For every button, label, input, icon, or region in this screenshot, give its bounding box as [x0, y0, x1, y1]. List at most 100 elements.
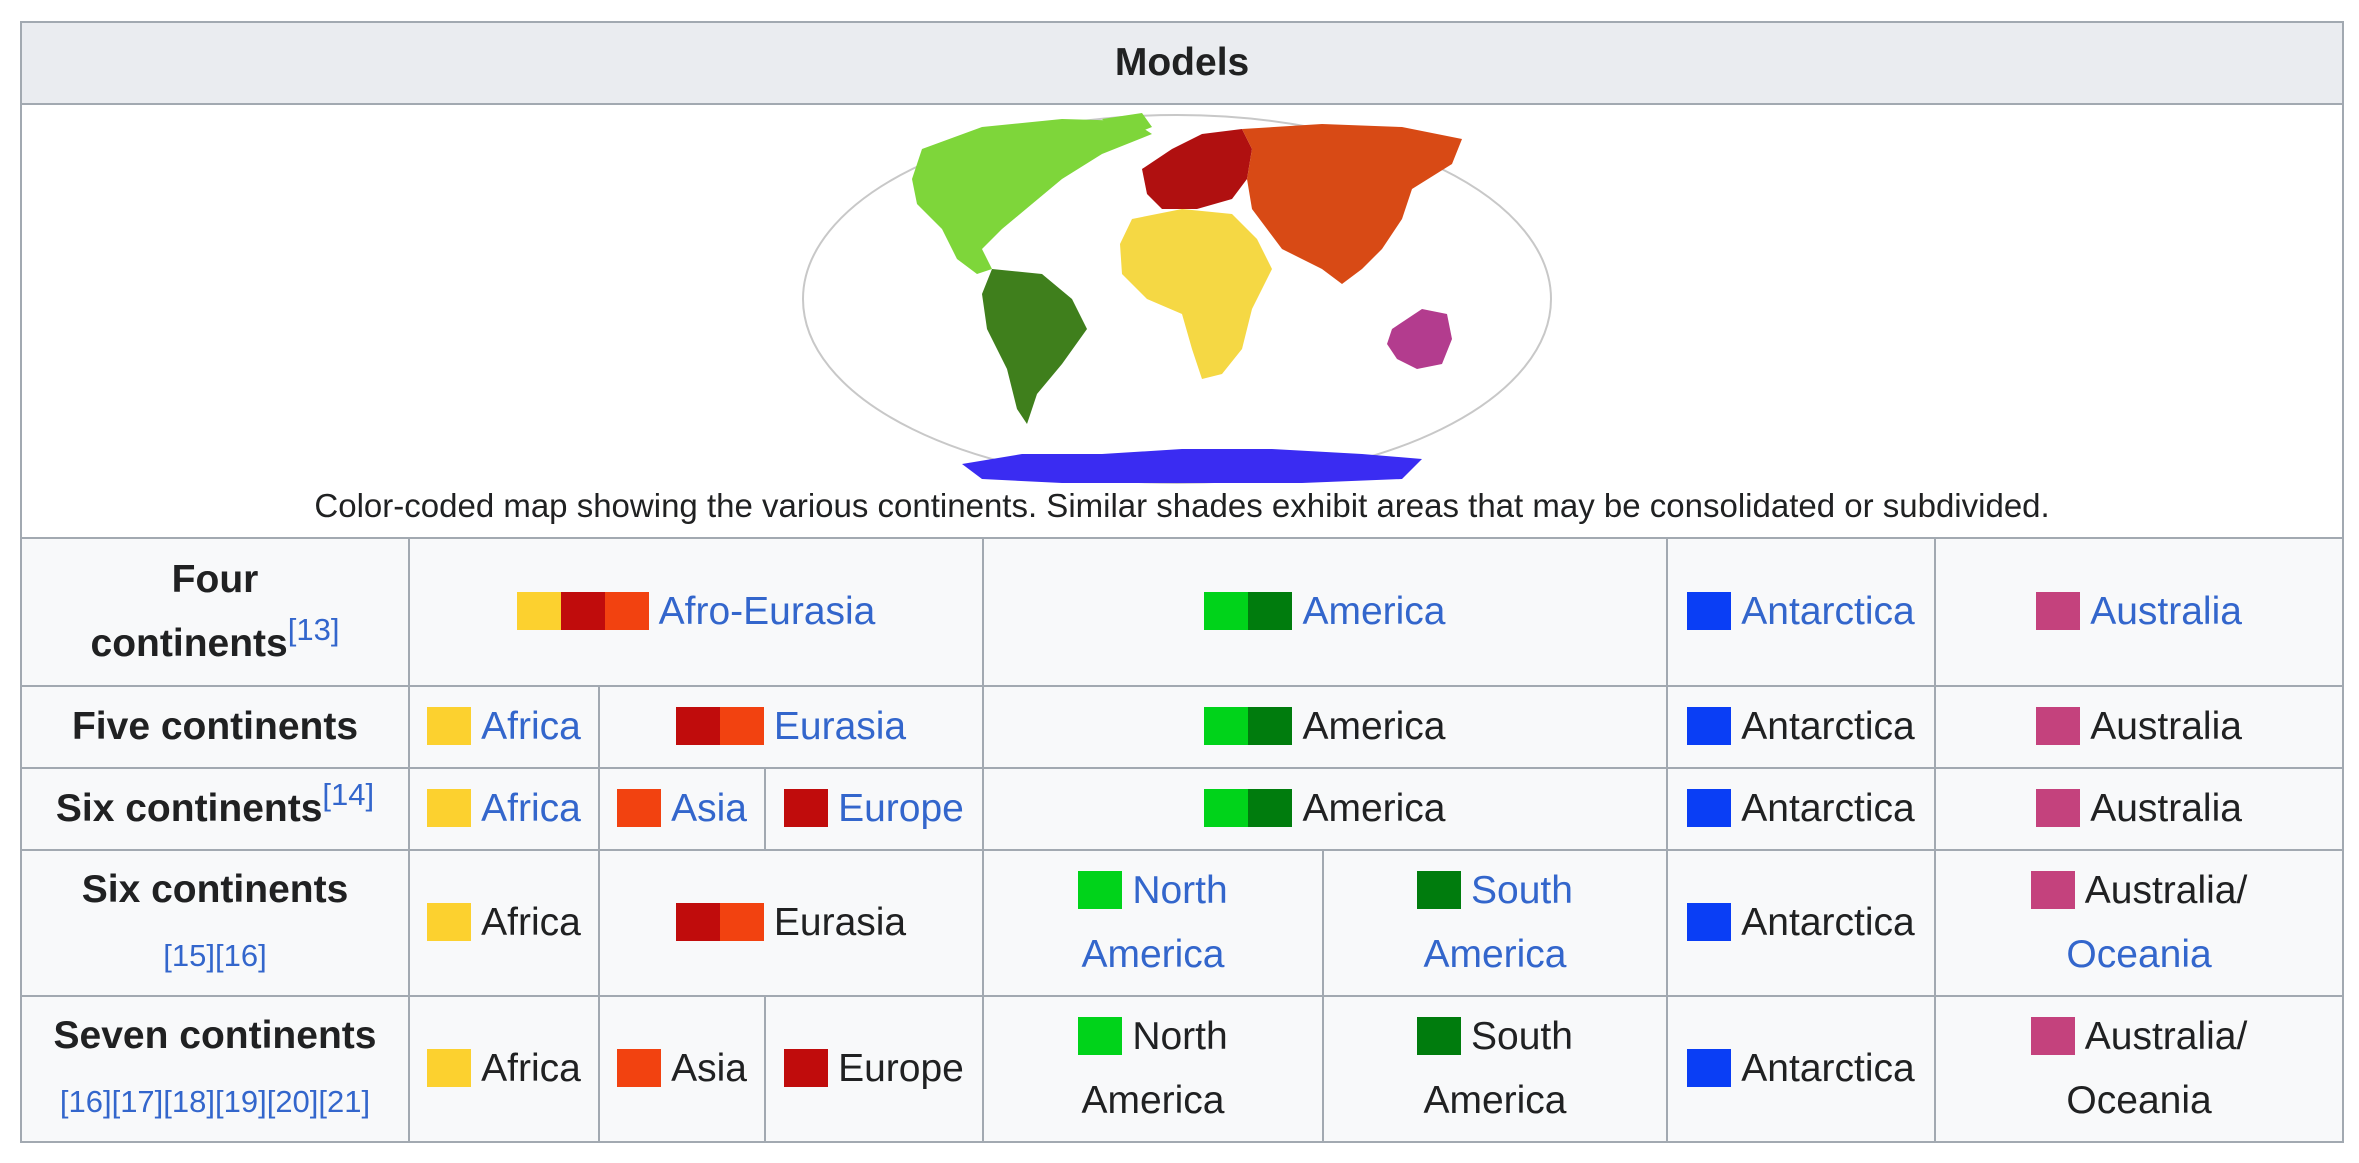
cell-north-america: North America — [982, 995, 1324, 1143]
swatch-australia — [2036, 706, 2081, 745]
swatch-europe — [560, 591, 605, 630]
swatch-south-america — [1417, 870, 1462, 909]
map-antarctica — [962, 449, 1422, 483]
row-header-four-continents: Four continents[13] — [20, 537, 410, 687]
link-south-america[interactable]: South — [1471, 869, 1573, 912]
swatch-south-america — [1248, 788, 1293, 827]
swatch-south-america — [1248, 591, 1293, 630]
swatch-north-america — [1204, 591, 1249, 630]
swatch-asia — [719, 902, 764, 941]
continents-map — [802, 113, 1552, 484]
text-australia: Australia — [2090, 705, 2242, 748]
text-north-america-line2: America — [1081, 1079, 1225, 1122]
link-asia[interactable]: Asia — [671, 787, 747, 830]
swatch-north-america — [1078, 870, 1123, 909]
swatch-australia — [2030, 1016, 2075, 1055]
continents-models-table: Models — [19, 21, 2345, 1143]
swatch-europe — [675, 902, 720, 941]
row-header-label: Six continents — [55, 787, 323, 830]
cell-eurasia: Eurasia — [598, 685, 984, 769]
text-eurasia: Eurasia — [773, 901, 907, 944]
cell-australia-oceania: Australia/Oceania — [1933, 995, 2345, 1143]
cell-europe: Europe — [764, 767, 984, 851]
swatch-europe — [784, 1048, 829, 1087]
text-africa: Africa — [481, 1047, 581, 1090]
ref-link[interactable]: [14] — [322, 777, 375, 812]
cell-antarctica: Antarctica — [1666, 767, 1936, 851]
map-south-america — [982, 269, 1087, 424]
text-antarctica: Antarctica — [1741, 787, 1915, 830]
cell-australia: Australia — [1933, 685, 2345, 769]
link-north-america[interactable]: North — [1132, 869, 1228, 912]
swatch-australia — [2036, 591, 2081, 630]
row-header-five-continents: Five continents — [20, 685, 410, 769]
cell-antarctica: Antarctica — [1666, 995, 1936, 1143]
cell-south-america: South America — [1322, 995, 1668, 1143]
link-africa[interactable]: Africa — [481, 787, 581, 830]
cell-australia: Australia — [1933, 767, 2345, 851]
cell-america: America — [982, 685, 1668, 769]
cell-asia: Asia — [598, 767, 766, 851]
text-antarctica: Antarctica — [1741, 901, 1915, 944]
swatch-north-america — [1204, 706, 1249, 745]
table-title: Models — [19, 21, 2345, 105]
swatch-north-america — [1078, 1016, 1123, 1055]
link-africa[interactable]: Africa — [481, 705, 581, 748]
link-afro-eurasia[interactable]: Afro-Eurasia — [658, 590, 876, 633]
cell-asia: Asia — [598, 995, 766, 1143]
cell-north-america: North America — [982, 849, 1324, 997]
cell-africa: Africa — [408, 685, 600, 769]
text-america: America — [1302, 787, 1446, 830]
text-oceania: Oceania — [2066, 1079, 2212, 1122]
map-greenland — [1102, 113, 1152, 139]
text-north-america: North — [1132, 1015, 1228, 1058]
cell-south-america: South America — [1322, 849, 1668, 997]
swatch-antarctica — [1687, 788, 1732, 827]
swatch-australia — [2036, 788, 2081, 827]
row-header-seven-continents: Seven continents [16][17][18][19][20][21… — [20, 995, 410, 1143]
text-africa: Africa — [481, 901, 581, 944]
row-header-line: continents — [90, 622, 288, 665]
swatch-asia — [719, 706, 764, 745]
link-antarctica[interactable]: Antarctica — [1741, 590, 1915, 633]
cell-africa: Africa — [408, 767, 600, 851]
cell-eurasia: Eurasia — [598, 849, 984, 997]
swatch-asia — [617, 788, 662, 827]
ref-link[interactable]: [13] — [287, 612, 340, 647]
link-europe[interactable]: Europe — [838, 787, 964, 830]
swatch-africa — [427, 706, 472, 745]
swatch-asia — [604, 591, 649, 630]
cell-antarctica: Antarctica — [1666, 537, 1936, 687]
map-europe — [1142, 129, 1252, 209]
link-australia[interactable]: Australia — [2090, 590, 2242, 633]
swatch-antarctica — [1687, 1048, 1732, 1087]
link-oceania[interactable]: Oceania — [2066, 933, 2212, 976]
text-antarctica: Antarctica — [1741, 705, 1915, 748]
text-australia: Australia — [2090, 787, 2242, 830]
link-eurasia[interactable]: Eurasia — [773, 705, 907, 748]
row-header-six-continents: Six continents[14] — [20, 767, 410, 851]
swatch-south-america — [1417, 1016, 1462, 1055]
ref-links[interactable]: [16][17][18][19][20][21] — [59, 1084, 371, 1119]
text-south-america-line2: America — [1423, 1079, 1567, 1122]
swatch-north-america — [1204, 788, 1249, 827]
swatch-asia — [617, 1048, 662, 1087]
swatch-south-america — [1248, 706, 1293, 745]
text-antarctica: Antarctica — [1741, 1047, 1915, 1090]
cell-america: America — [982, 537, 1668, 687]
link-north-america-line2[interactable]: America — [1081, 933, 1225, 976]
swatch-antarctica — [1687, 706, 1732, 745]
swatch-africa — [427, 788, 472, 827]
cell-afro-eurasia: Afro-Eurasia — [408, 537, 984, 687]
ref-links[interactable]: [15][16] — [163, 938, 267, 973]
cell-australia: Australia — [1933, 537, 2345, 687]
link-south-america-line2[interactable]: America — [1423, 933, 1567, 976]
cell-america: America — [982, 767, 1668, 851]
map-cell: Color-coded map showing the various cont… — [19, 103, 2345, 539]
swatch-europe — [784, 788, 829, 827]
swatch-africa — [427, 1048, 472, 1087]
link-america[interactable]: America — [1302, 590, 1446, 633]
swatch-africa — [427, 902, 472, 941]
text-asia: Asia — [671, 1047, 747, 1090]
swatch-europe — [675, 706, 720, 745]
